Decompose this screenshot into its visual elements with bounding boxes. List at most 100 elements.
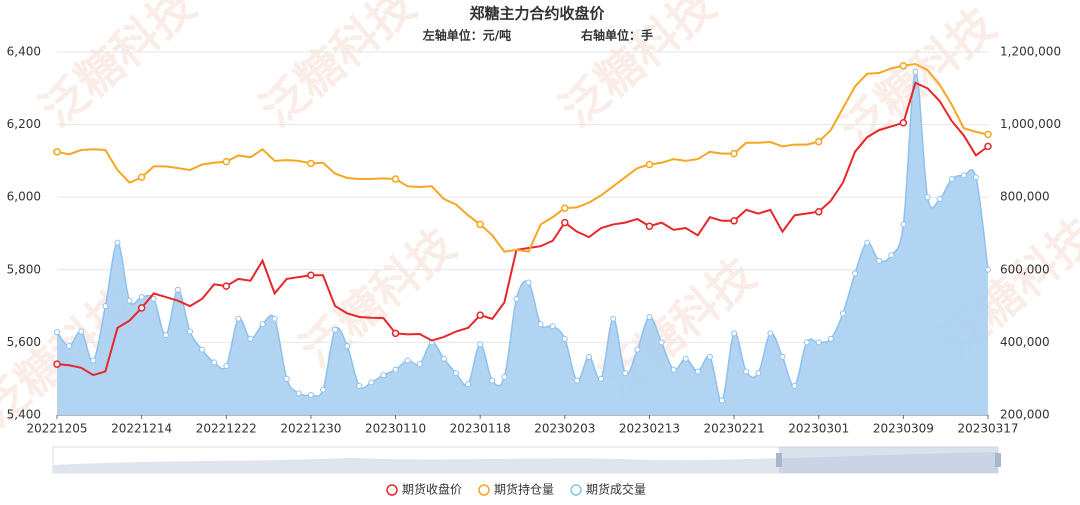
point [416,361,423,368]
point [730,217,738,225]
point [78,328,85,335]
legend-marker [570,484,582,496]
y-tick-label: 5,400 [7,408,41,422]
point [222,282,231,290]
point [477,341,484,348]
legend-label: 期货持仓量 [494,482,554,497]
point [247,335,254,342]
point [984,142,992,151]
zoom-preview [53,452,998,473]
point [634,346,641,353]
point [356,382,363,389]
point [622,370,629,377]
point [307,271,315,279]
chart-title: 郑糖主力合约收盘价 [469,5,605,23]
point [972,174,979,181]
point [150,295,157,302]
series-0 [53,81,992,377]
point [814,137,823,146]
data-zoom[interactable] [52,446,1001,474]
series-line [56,62,989,253]
y2-tick-label: 200,000 [1000,408,1050,422]
x-tick-label: 20221214 [111,422,172,436]
zoom-handle[interactable] [776,453,782,467]
subtitle-right: 右轴单位：手 [580,28,653,43]
y-tick-label: 5,800 [7,262,41,276]
point [899,62,908,70]
y-tick-label: 6,200 [7,117,41,131]
point [199,346,206,353]
point [222,157,231,166]
point [114,239,121,246]
point [66,343,73,350]
point [501,373,508,380]
point [985,266,991,273]
point [283,375,290,382]
point [900,221,907,228]
legend-marker [478,484,490,496]
point [53,148,61,156]
legend-marker [386,484,398,496]
y2-tick-label: 1,200,000 [1000,45,1061,59]
point [344,343,351,350]
watermark: 泛糖科技 [30,0,206,137]
point [259,321,266,328]
point [162,332,169,339]
point [187,328,193,335]
point [138,294,145,301]
point [694,368,701,375]
series-2 [54,68,991,415]
point [235,315,242,322]
x-tick-label: 20230301 [788,422,849,436]
x-tick-label: 20230317 [957,422,1018,436]
point [137,304,146,312]
area-fill [57,71,988,415]
point [924,194,931,201]
point [598,375,605,382]
point [392,366,399,373]
point [645,160,654,169]
point [658,339,665,346]
point [645,222,654,230]
point [864,239,871,246]
point [453,370,459,377]
x-tick-label: 20230110 [365,422,426,436]
point [948,176,955,183]
y-tick-label: 6,400 [7,45,41,59]
point [513,295,520,302]
x-tick-label: 20230309 [873,422,934,436]
point [670,366,677,373]
point [876,257,883,264]
point [755,370,762,377]
point [839,310,846,317]
point [646,313,653,320]
point [610,315,617,322]
point [223,362,230,369]
point [561,335,568,342]
zoom-handle[interactable] [995,453,1001,467]
watermark: 泛糖科技 [250,0,426,137]
legend-label: 期货收盘价 [402,482,462,497]
y2-tick-label: 400,000 [1000,335,1050,349]
point [852,270,858,277]
x-tick-label: 20230213 [619,422,680,436]
point [586,353,592,360]
point [888,252,895,259]
point [731,330,738,337]
point [549,323,556,330]
series-line [56,81,989,377]
point [440,355,447,362]
legend-label: 期货成交量 [586,482,646,497]
point [476,220,484,229]
point [815,339,822,346]
point [803,339,810,346]
x-tick-label: 20230203 [534,422,595,436]
point [899,119,908,127]
point [561,204,569,212]
point [912,68,919,75]
point [791,382,798,389]
y2-tick-label: 600,000 [1000,262,1050,276]
zoom-window[interactable] [779,447,998,473]
series-1 [53,62,992,253]
